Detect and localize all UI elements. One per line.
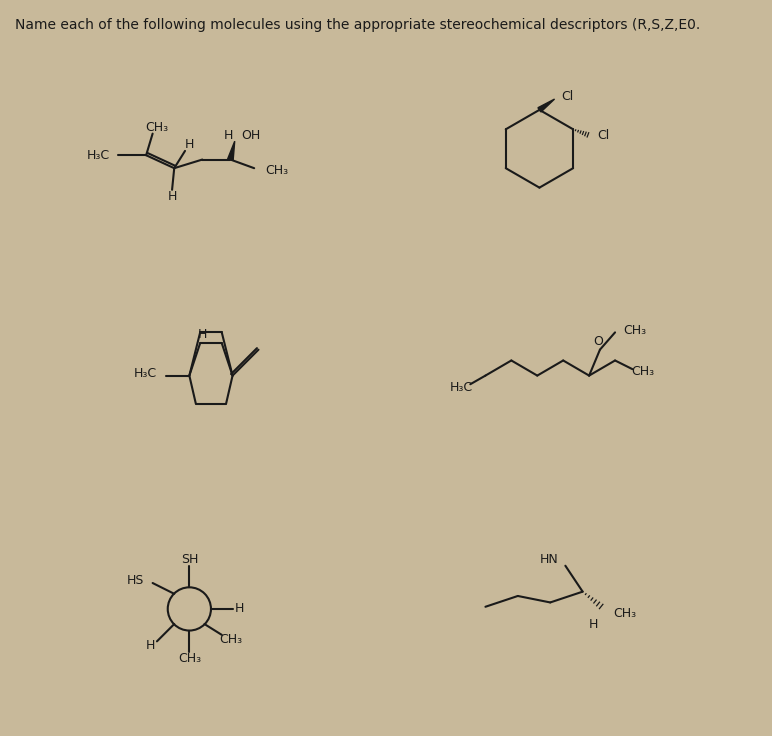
Text: H: H [168, 190, 177, 203]
Polygon shape [538, 99, 554, 112]
Text: Cl: Cl [597, 130, 609, 142]
Text: OH: OH [241, 130, 260, 142]
Text: H: H [224, 130, 233, 142]
Text: SH: SH [181, 553, 198, 566]
Text: CH₃: CH₃ [624, 324, 647, 337]
Text: H₃C: H₃C [134, 367, 157, 380]
Text: Name each of the following molecules using the appropriate stereochemical descri: Name each of the following molecules usi… [15, 18, 701, 32]
Text: H: H [146, 639, 155, 652]
Text: CH₃: CH₃ [265, 164, 288, 177]
Text: CH₃: CH₃ [145, 121, 168, 134]
Text: O: O [593, 335, 603, 347]
Text: H₃C: H₃C [450, 381, 473, 394]
Polygon shape [228, 141, 235, 160]
Text: H₃C: H₃C [86, 149, 110, 162]
Text: CH₃: CH₃ [218, 633, 242, 645]
Text: HS: HS [127, 574, 144, 587]
Text: Cl: Cl [561, 91, 574, 103]
Text: CH₃: CH₃ [631, 365, 655, 378]
Text: H: H [185, 138, 194, 151]
Text: H: H [198, 328, 207, 341]
Text: CH₃: CH₃ [613, 606, 636, 620]
Text: CH₃: CH₃ [178, 652, 201, 665]
Text: HN: HN [540, 553, 559, 566]
Text: H: H [235, 603, 244, 615]
Text: H: H [589, 618, 598, 631]
